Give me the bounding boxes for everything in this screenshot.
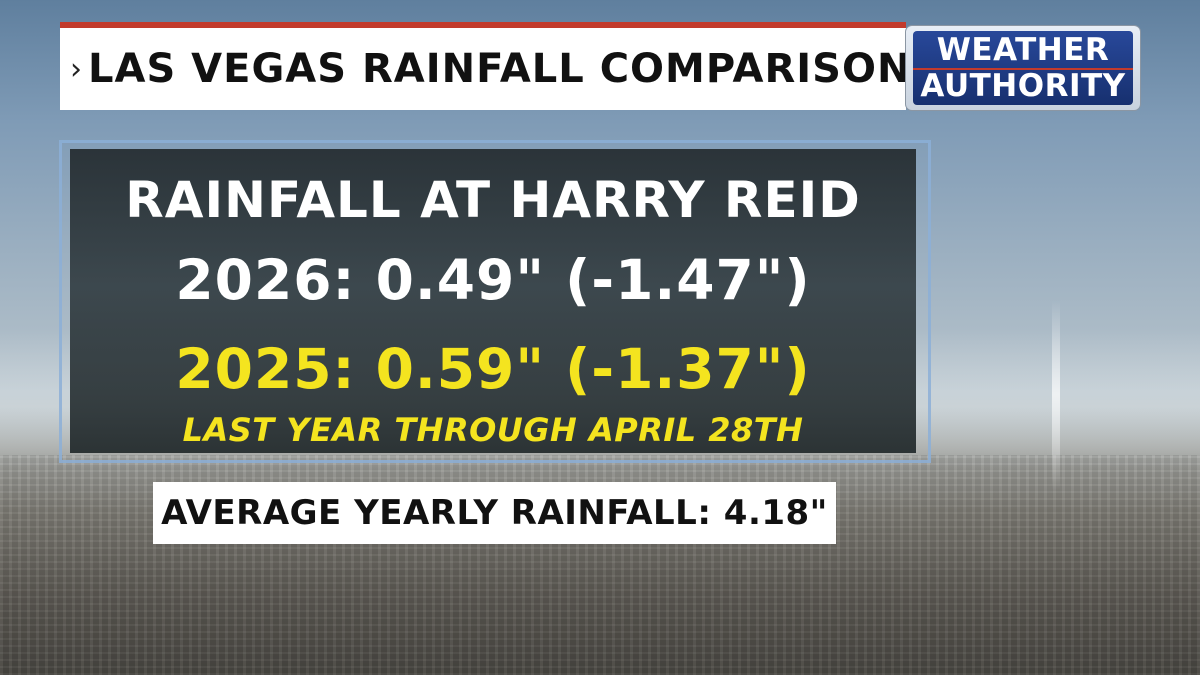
logo-line-1: WEATHER xyxy=(936,32,1110,68)
previous-year-rainfall: 2025: 0.59" (-1.37") xyxy=(175,337,811,401)
weather-authority-logo: WEATHER AUTHORITY xyxy=(906,26,1140,110)
logo-badge: WEATHER AUTHORITY xyxy=(913,31,1133,105)
average-rainfall-box: AVERAGE YEARLY RAINFALL: 4.18" xyxy=(153,482,836,544)
chevron-right-icon: › xyxy=(70,51,82,87)
average-rainfall-text: AVERAGE YEARLY RAINFALL: 4.18" xyxy=(161,493,828,533)
previous-year-note: LAST YEAR THROUGH APRIL 28TH xyxy=(182,411,804,449)
current-year-rainfall: 2026: 0.49" (-1.47") xyxy=(175,248,811,312)
rainfall-panel-body: RAINFALL AT HARRY REID 2026: 0.49" (-1.4… xyxy=(70,149,916,453)
page-title: LAS VEGAS RAINFALL COMPARISON xyxy=(88,46,912,92)
rainfall-panel: RAINFALL AT HARRY REID 2026: 0.49" (-1.4… xyxy=(62,143,928,460)
panel-heading: RAINFALL AT HARRY REID xyxy=(125,171,861,229)
light-flare xyxy=(1052,300,1060,490)
title-accent-bar xyxy=(60,22,906,28)
logo-line-2: AUTHORITY xyxy=(920,68,1126,104)
title-banner: › LAS VEGAS RAINFALL COMPARISON xyxy=(60,28,910,110)
